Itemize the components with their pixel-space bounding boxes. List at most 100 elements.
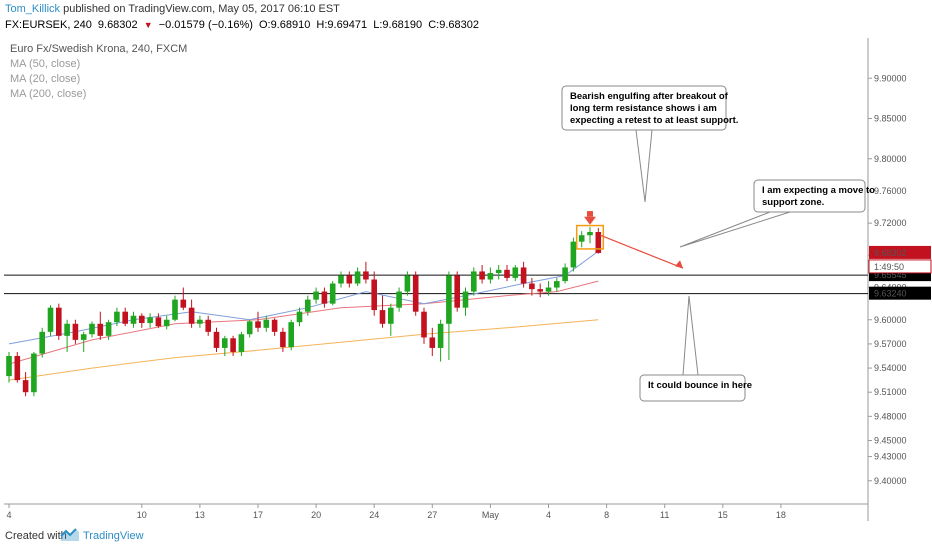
candle-body	[97, 323, 104, 336]
x-tick-label: 27	[427, 510, 437, 520]
candle-body	[529, 283, 535, 290]
x-tick-label: 8	[604, 510, 609, 520]
last-price: 9.68302	[97, 19, 138, 31]
candle-body	[404, 275, 411, 292]
level-price-label: 9.63240	[874, 289, 907, 299]
close-value: C:9.68302	[428, 19, 479, 31]
candle-body	[89, 323, 95, 335]
y-tick-label: 9.76000	[874, 186, 907, 196]
x-tick-label: 11	[660, 510, 669, 520]
callout-move-text: support zone.	[762, 197, 824, 208]
candle-body	[39, 331, 45, 354]
candle-body	[479, 271, 485, 280]
y-tick-label: 9.85000	[874, 114, 907, 124]
tradingview-logo-icon	[60, 528, 79, 541]
last-price-box	[869, 245, 931, 259]
candle-body	[271, 319, 278, 332]
x-tick-label: 4	[6, 510, 11, 520]
callout-engulfing-text: expecting a retest to at least support.	[570, 115, 738, 126]
y-tick-label: 9.57000	[874, 339, 907, 349]
candle-body	[570, 241, 577, 268]
countdown-box	[868, 259, 932, 274]
y-tick-label: 9.90000	[874, 73, 907, 83]
candle-body	[155, 317, 162, 327]
candle-body	[371, 279, 377, 311]
candle-body	[188, 307, 195, 324]
candle-body	[329, 283, 336, 304]
candle-body	[6, 355, 12, 377]
candle-body	[495, 269, 502, 274]
candle-body	[388, 307, 394, 324]
candle-body	[520, 267, 527, 284]
candle-body	[246, 321, 253, 335]
callout-move-text: I am expecting a move to	[762, 185, 875, 196]
engulfing-highlight-box	[575, 224, 605, 250]
candle-body	[396, 291, 402, 308]
last-price-label: 9.68302	[874, 248, 907, 258]
callout-move-pointer	[679, 211, 791, 248]
candle-body	[462, 291, 469, 308]
candle-body	[379, 310, 386, 324]
y-tick-label: 9.48000	[874, 411, 907, 421]
level-price-label: 9.65545	[874, 270, 907, 280]
y-tick-label: 9.72000	[874, 218, 907, 228]
x-tick-label: 17	[253, 510, 263, 520]
candle-body	[72, 323, 79, 340]
candle-body	[22, 380, 29, 393]
callout-bounce-box	[639, 374, 746, 402]
x-tick-label: May	[482, 510, 500, 520]
x-tick-label: 24	[369, 510, 379, 520]
candle-body	[296, 311, 303, 323]
legend-ma-50[interactable]: MA (50, close)	[10, 58, 81, 70]
candle-body	[338, 275, 344, 284]
legend-ma-20[interactable]: MA (20, close)	[10, 73, 81, 85]
candle-body	[222, 338, 228, 348]
candle-body	[346, 275, 353, 284]
candle-body	[114, 311, 120, 323]
countdown-label: 1:49:50	[874, 262, 904, 272]
projection-arrow-line	[600, 234, 684, 269]
author-link[interactable]: Tom_Killick	[5, 3, 61, 15]
down-arrow-icon: ▼	[143, 20, 153, 30]
candle-body	[313, 291, 319, 300]
candle-body	[56, 307, 62, 336]
candle-body	[578, 235, 585, 242]
candle-body	[429, 337, 436, 348]
callout-engulfing-text: long term resistance shows i am	[570, 103, 717, 114]
candle-body	[64, 323, 70, 336]
candle-body	[437, 323, 444, 348]
x-tick-label: 18	[776, 510, 786, 520]
candle-body	[421, 311, 427, 338]
tradingview-brand[interactable]: TradingView	[83, 530, 144, 542]
candle-body	[512, 267, 519, 278]
candle-body	[288, 322, 294, 348]
legend-ma-200[interactable]: MA (200, close)	[10, 88, 87, 100]
y-tick-label: 9.51000	[874, 387, 907, 397]
high-value: H:9.69471	[316, 19, 368, 31]
x-tick-label: 20	[311, 510, 321, 520]
projection-arrowhead	[675, 260, 683, 269]
candle-body	[172, 299, 178, 320]
candle-body	[280, 331, 286, 348]
y-tick-label: 9.60000	[874, 315, 907, 325]
candle-body	[305, 299, 311, 312]
candle-body	[230, 338, 236, 352]
candle-body	[471, 271, 477, 292]
callout-engulfing-text: Bearish engulfing after breakout of	[570, 91, 729, 102]
price-chart[interactable]: 9.900009.850009.800009.760009.720009.680…	[0, 38, 932, 521]
candle-body	[354, 271, 361, 284]
x-tick-label: 13	[195, 510, 205, 520]
y-tick-label: 9.43000	[874, 452, 907, 462]
candle-body	[122, 311, 128, 324]
candle-body	[147, 317, 153, 323]
footer: Created with TradingView	[0, 521, 932, 550]
candle-body	[487, 273, 494, 280]
candle-body	[31, 353, 37, 393]
candle-body	[537, 289, 543, 292]
candle-body	[504, 269, 510, 278]
candle-body	[263, 319, 270, 328]
y-tick-label: 9.45000	[874, 436, 907, 446]
candle-body	[213, 331, 220, 348]
publish-line: Tom_Killick published on TradingView.com…	[5, 3, 340, 15]
candle-body	[163, 319, 170, 327]
